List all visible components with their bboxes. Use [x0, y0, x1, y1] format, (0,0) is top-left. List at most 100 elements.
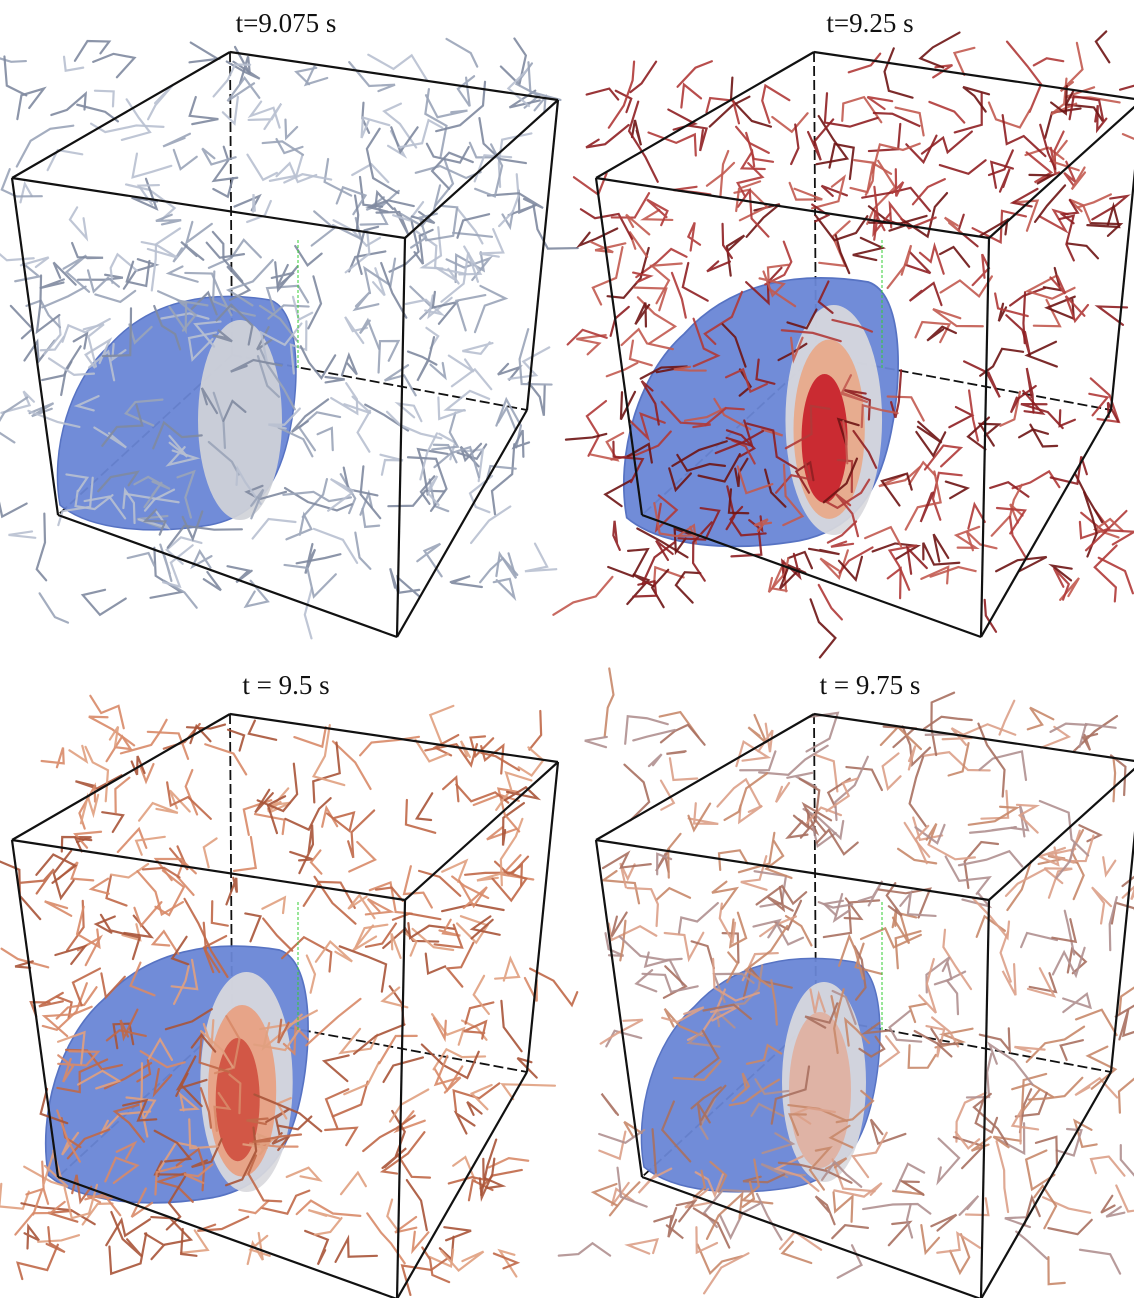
vector-glyph — [247, 155, 276, 180]
vector-glyph — [249, 721, 276, 740]
vector-glyph — [292, 399, 328, 432]
vector-glyph — [341, 1173, 366, 1195]
vector-glyph — [625, 716, 668, 744]
vector-glyph — [910, 283, 942, 305]
vector-glyph — [628, 888, 658, 926]
vector-glyph — [392, 1111, 405, 1156]
vector-glyph — [431, 363, 446, 378]
vector-glyph — [566, 434, 606, 440]
cube-edge — [596, 52, 814, 178]
vector-glyph — [45, 901, 72, 916]
vector-glyph — [665, 933, 704, 959]
vector-glyph — [86, 747, 108, 801]
vector-glyph — [1000, 169, 1010, 192]
cube-edge — [981, 900, 989, 1298]
vector-glyph — [608, 549, 648, 576]
vector-glyph — [1075, 1078, 1117, 1097]
vector-glyph — [326, 377, 345, 382]
vector-glyph — [475, 286, 506, 332]
vector-glyph — [1007, 861, 1031, 910]
vector-glyph — [142, 242, 178, 258]
panel: t=9.075 s — [0, 8, 578, 638]
vector-glyph — [574, 173, 607, 194]
vector-glyph — [462, 342, 492, 353]
vector-glyph — [586, 125, 629, 147]
vector-glyph — [937, 1233, 980, 1253]
vector-glyph — [287, 1168, 320, 1180]
vector-glyph — [1091, 1157, 1124, 1176]
vector-glyph — [910, 1004, 926, 1022]
cube-edge — [58, 515, 397, 637]
vector-glyph — [234, 837, 256, 871]
vector-glyph — [406, 800, 435, 833]
vector-glyph — [143, 868, 180, 878]
vector-glyph — [9, 531, 36, 537]
vector-glyph — [739, 806, 762, 823]
vector-glyph — [1027, 342, 1057, 367]
vector-glyph — [587, 401, 606, 456]
vector-glyph — [315, 1218, 342, 1235]
cube-edge — [981, 1072, 1111, 1298]
vector-glyph — [39, 993, 63, 1007]
vector-glyph — [666, 751, 685, 754]
vector-glyph — [426, 206, 457, 240]
vector-glyph — [327, 813, 354, 831]
vector-glyph — [934, 534, 949, 561]
vector-glyph — [892, 169, 903, 196]
cube-edge — [527, 100, 558, 410]
vector-glyph — [1116, 1186, 1134, 1223]
vector-glyph — [363, 1116, 414, 1151]
vector-glyph — [629, 232, 647, 257]
vector-glyph — [1096, 31, 1109, 62]
vector-glyph — [419, 871, 460, 896]
vector-glyph — [474, 976, 489, 1014]
vector-glyph — [451, 576, 482, 587]
vector-glyph — [150, 548, 181, 598]
vector-glyph — [385, 365, 416, 395]
vector-glyph — [89, 717, 134, 746]
vector-glyph — [776, 783, 789, 802]
cube-edge — [12, 178, 405, 238]
vector-glyph — [931, 693, 954, 755]
vector-glyph — [585, 737, 607, 747]
vector-glyph — [40, 279, 64, 288]
vector-glyph — [255, 814, 284, 834]
vector-glyph — [137, 871, 183, 914]
vector-glyph — [420, 433, 437, 479]
vector-glyph — [820, 550, 848, 578]
cube-edge — [12, 840, 58, 1177]
vector-glyph — [342, 355, 357, 375]
cube-edge — [230, 714, 558, 762]
vector-glyph — [70, 207, 87, 238]
vector-glyph — [262, 897, 284, 913]
vector-glyph — [996, 557, 1047, 571]
vector-glyph — [1034, 1186, 1056, 1228]
panel: t = 9.75 s — [559, 669, 1134, 1298]
vector-glyph — [525, 544, 556, 572]
vector-glyph — [591, 242, 625, 252]
vector-glyph — [940, 160, 986, 174]
vector-glyph — [42, 748, 64, 768]
vector-glyph — [393, 914, 440, 920]
vector-glyph — [293, 297, 312, 320]
vector-glyph — [976, 1096, 997, 1132]
vector-glyph — [1007, 42, 1041, 112]
vector-glyph — [1113, 758, 1115, 801]
vector-glyph — [447, 39, 478, 67]
vector-glyph — [861, 928, 921, 947]
vector-glyph — [576, 335, 605, 354]
vector-glyph — [871, 1119, 906, 1143]
vector-glyph — [93, 54, 134, 77]
vector-glyph — [890, 1011, 922, 1041]
vector-glyph — [602, 1094, 618, 1115]
vector-glyph — [834, 1192, 853, 1222]
vector-glyph — [163, 134, 190, 147]
vector-glyph — [318, 428, 333, 450]
panel-title: t=9.25 s — [826, 8, 913, 38]
vector-glyph — [285, 120, 297, 138]
vector-glyph — [115, 778, 129, 813]
vector-glyph — [433, 292, 457, 324]
vector-glyph — [128, 553, 155, 566]
vector-glyph — [299, 825, 313, 874]
vector-glyph — [849, 54, 880, 73]
